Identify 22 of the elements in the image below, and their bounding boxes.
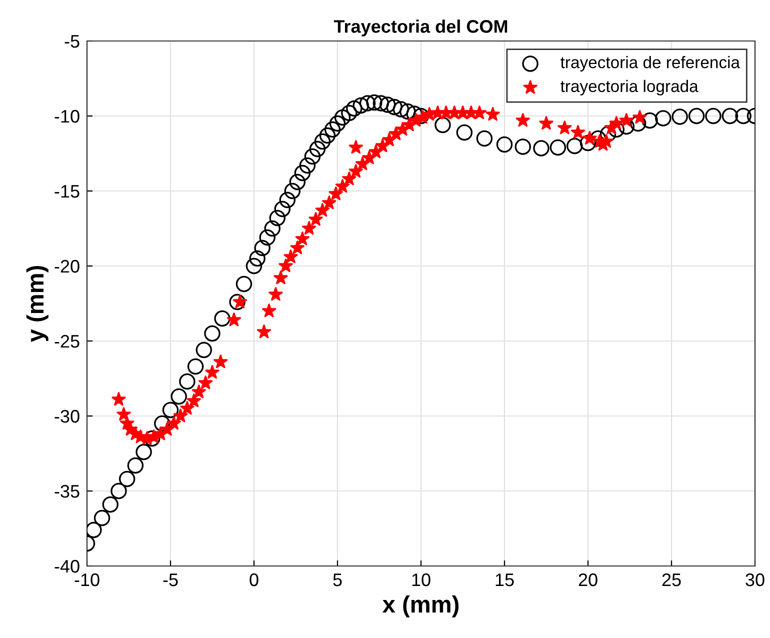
legend-label: trayectoria lograda xyxy=(560,80,698,96)
x-tick-label: 10 xyxy=(412,573,430,586)
y-tick-label: -25 xyxy=(54,334,80,348)
y-tick-label: -10 xyxy=(54,110,80,123)
x-tick-label: 25 xyxy=(662,573,681,586)
y-tick-label: -40 xyxy=(54,560,80,573)
x-tick-label: 0 xyxy=(250,573,258,586)
x-tick-label: -5 xyxy=(163,574,178,586)
x-tick-label: 15 xyxy=(496,574,514,586)
y-axis-title: y (mm) xyxy=(26,266,48,342)
x-axis-title: x (mm) xyxy=(382,595,459,618)
x-tick-label: 30 xyxy=(746,573,764,586)
chart-title: Trayectoria del COM xyxy=(334,20,508,36)
x-tick-label: -10 xyxy=(74,573,100,586)
y-tick-label: -5 xyxy=(64,35,80,48)
y-tick-label: -35 xyxy=(54,484,80,498)
y-tick-label: -30 xyxy=(54,410,80,423)
legend-label: trayectoria de referencia xyxy=(560,56,740,72)
x-tick-label: 5 xyxy=(333,574,342,586)
x-tick-label: 20 xyxy=(578,573,598,586)
y-tick-label: -15 xyxy=(54,185,80,198)
y-tick-label: -20 xyxy=(54,260,80,273)
